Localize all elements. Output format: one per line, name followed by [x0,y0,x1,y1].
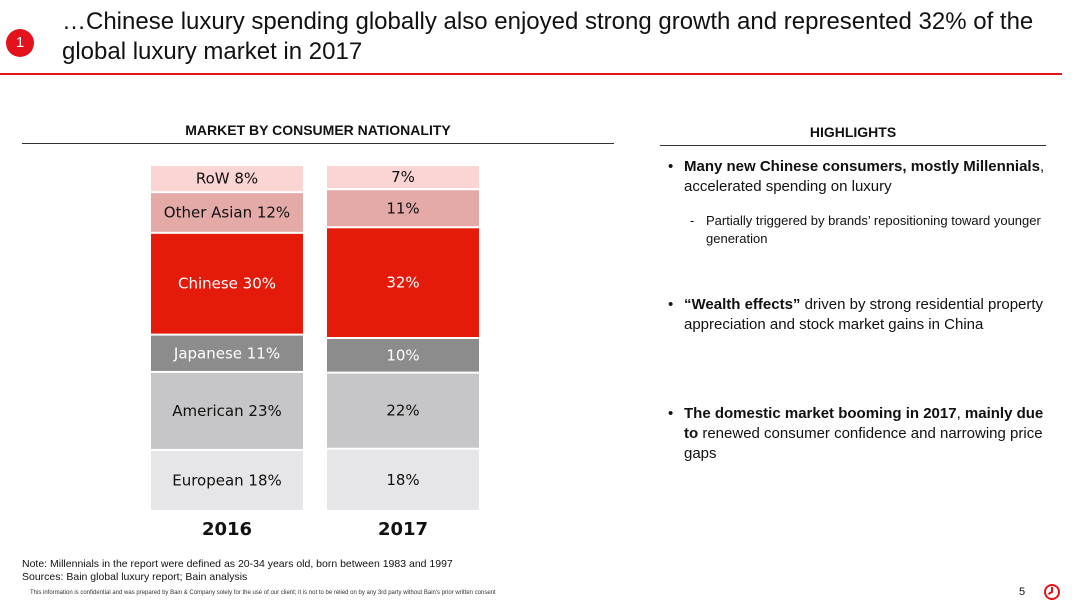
bain-logo-icon [1044,584,1060,600]
bar-segment-other-asian-2017 [327,190,479,227]
segment-label: 18% [386,471,419,489]
segment-label: 32% [386,274,419,292]
stacked-bar-chart: European 18% American 23% Japanese 11% Chin… [151,166,479,540]
segment-label: 22% [386,402,419,420]
slide-title: …Chinese luxury spending globally also e… [62,8,1034,65]
sources: Sources: Bain global luxury report; Bain… [22,571,248,583]
bar-segment-european-2017 [327,449,479,510]
x-tick-label-2017: 2017 [378,519,428,540]
bullet-dot: • [668,405,674,422]
segment-label: Chinese 30% [178,275,276,293]
bar-segment-row-2017 [327,166,479,189]
highlight-subbullet-1: - Partially triggered by brands’ reposit… [690,212,1048,248]
highlights-title: HIGHLIGHTS [809,124,897,140]
highlights-divider [660,145,1046,146]
bar-segment-american-2017 [327,373,479,448]
sub-bullet-dash: - [690,213,695,228]
segment-label: Other Asian 12% [164,203,290,221]
segment-label: 11% [386,199,419,217]
bullet-1-bold: Many new Chinese consumers, mostly Mille… [684,158,1040,175]
segment-label: American 23% [172,402,282,420]
bullet-3-bold-1: The domestic market booming in 2017 [684,405,957,422]
bullet-dot: • [668,296,674,313]
bar-segment-chinese-2017 [327,228,479,337]
confidentiality-notice: This information is confidential and was… [30,590,496,596]
bullet-3-bold-2: mainly due to [684,405,1044,442]
bullet-dot: • [668,158,674,175]
highlight-bullet-3: • The domestic market booming in 2017, m… [668,404,1048,464]
subbullet-1-text: Partially triggered by brands’ repositio… [706,213,1041,246]
page-number: 5 [1019,586,1026,598]
chart-title: MARKET BY CONSUMER NATIONALITY [185,122,451,138]
segment-label: 10% [386,346,419,364]
x-tick-label-2016: 2016 [202,519,252,540]
bar-segment-chinese-2016 [151,233,303,334]
bar-segment-row-2016 [151,166,303,192]
bullet-2-text: driven by strong residential property ap… [684,296,1044,333]
bullet-3-text: renewed consumer confidence and narrowin… [684,425,1043,462]
bullet-1-text: , accelerated spending on luxury [684,158,1045,195]
bar-segment-japanese-2016 [151,335,303,371]
bar-segment-japanese-2017 [327,339,479,372]
segment-label: Japanese 11% [173,344,280,362]
segment-label: RoW 8% [196,170,258,188]
chart-divider [22,143,614,144]
segment-label: European 18% [172,471,282,489]
highlight-bullet-2: • “Wealth effects” driven by strong resi… [668,295,1048,335]
bar-segment-european-2016 [151,450,303,510]
section-badge: 1 [6,29,34,57]
segment-label: 7% [391,168,415,186]
bar-segment-other-asian-2016 [151,193,303,232]
bar-segment-american-2016 [151,372,303,449]
bullet-3-comma: , [956,405,965,422]
footnote: Note: Millennials in the report were def… [22,558,453,570]
title-divider [0,73,1062,75]
bullet-2-bold: “Wealth effects” [684,296,801,313]
highlight-bullet-1: • Many new Chinese consumers, mostly Mil… [668,157,1048,197]
